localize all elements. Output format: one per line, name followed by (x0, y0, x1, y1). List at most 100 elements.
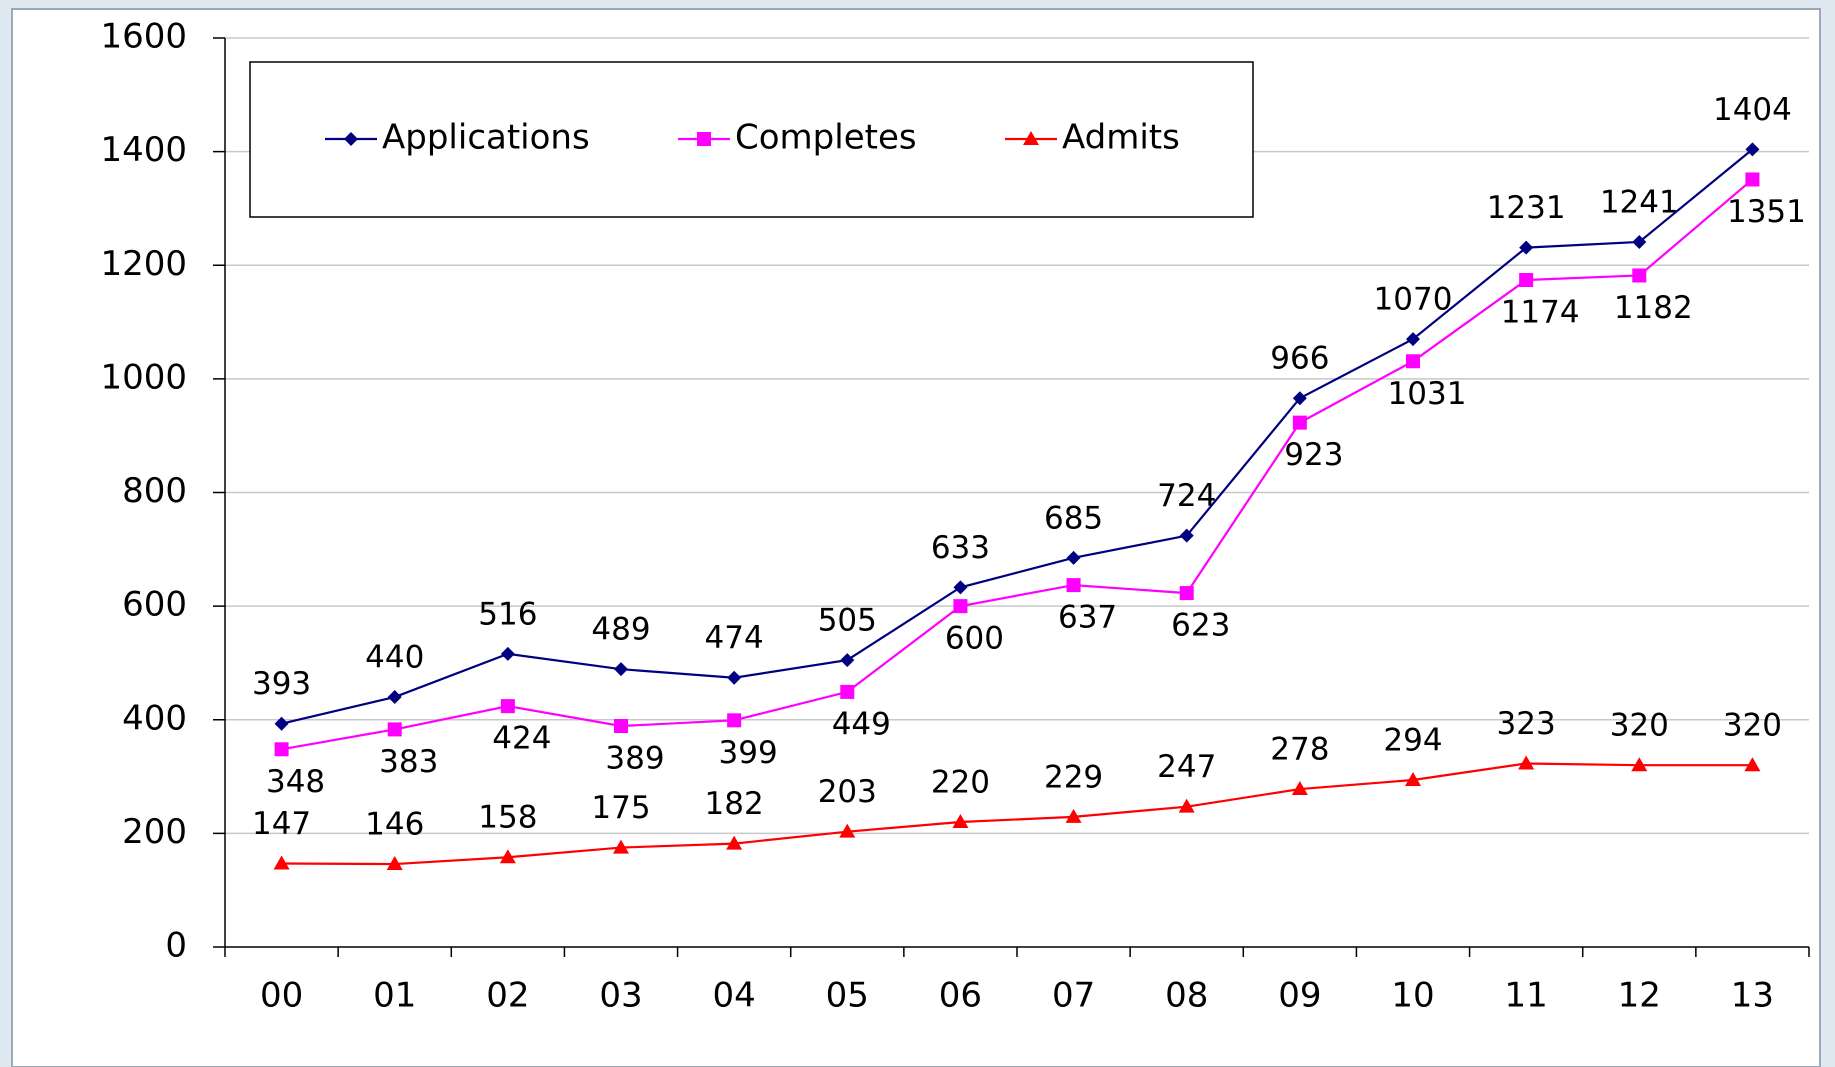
x-tick-label: 12 (1618, 976, 1661, 1016)
data-label: 182 (705, 786, 764, 822)
data-label: 1404 (1713, 92, 1792, 128)
x-tick-label: 08 (1165, 976, 1208, 1016)
y-tick-label: 800 (122, 471, 187, 511)
data-point (387, 690, 402, 705)
x-tick-label: 06 (939, 976, 982, 1016)
series-line (281, 762, 1753, 866)
data-label: 966 (1270, 341, 1329, 377)
y-tick-label: 200 (122, 812, 187, 852)
data-label: 323 (1497, 706, 1556, 742)
data-point (1406, 332, 1420, 347)
data-label: 505 (818, 603, 877, 639)
y-tick-label: 400 (122, 698, 187, 738)
data-point (386, 856, 403, 871)
data-point (1066, 578, 1081, 593)
legend-marker (1023, 131, 1039, 145)
data-point (727, 713, 742, 728)
data-label: 146 (365, 807, 424, 843)
data-point (273, 855, 290, 870)
x-tick-label: 00 (260, 976, 303, 1016)
data-label: 1241 (1600, 184, 1679, 220)
data-point (1745, 142, 1760, 157)
x-tick-label: 09 (1278, 976, 1321, 1016)
data-label: 229 (1044, 759, 1103, 795)
x-tick-label: 07 (1052, 976, 1095, 1016)
data-point (1518, 755, 1535, 770)
data-label: 320 (1610, 708, 1669, 744)
legend-box (249, 61, 1254, 218)
y-tick-label: 600 (122, 585, 187, 625)
legend-marker (697, 132, 711, 146)
data-label: 923 (1284, 437, 1343, 473)
data-label: 440 (365, 640, 424, 676)
x-tick-label: 13 (1731, 976, 1774, 1016)
data-label: 158 (478, 800, 537, 836)
data-label: 348 (266, 764, 325, 800)
data-label: 383 (379, 744, 438, 780)
data-point (1632, 268, 1647, 283)
data-label: 623 (1171, 608, 1230, 644)
data-label: 203 (818, 774, 877, 810)
data-label: 600 (945, 621, 1004, 657)
data-point (499, 849, 516, 864)
data-label: 1351 (1727, 194, 1806, 230)
data-point (727, 670, 742, 685)
data-label: 175 (591, 790, 650, 826)
data-point (274, 742, 289, 757)
x-tick-label: 11 (1505, 976, 1548, 1016)
data-label: 247 (1157, 749, 1216, 785)
legend-marker (344, 132, 358, 146)
data-label: 1231 (1487, 190, 1566, 226)
data-point (500, 646, 515, 661)
data-label: 1031 (1388, 376, 1467, 412)
data-point (1406, 354, 1420, 369)
data-point (500, 699, 515, 714)
data-label: 294 (1383, 722, 1442, 758)
data-point (1519, 240, 1534, 255)
data-label: 278 (1270, 732, 1329, 768)
data-point (1179, 586, 1194, 601)
data-label: 637 (1058, 600, 1117, 636)
data-label: 516 (478, 596, 537, 632)
data-label: 389 (605, 740, 664, 776)
data-point (1291, 781, 1308, 796)
y-tick-label: 0 (165, 926, 187, 966)
data-point (953, 580, 968, 595)
data-point (1631, 757, 1648, 772)
data-label: 393 (252, 666, 311, 702)
legend-label: Completes (735, 118, 917, 158)
data-point (952, 814, 969, 829)
data-point (1745, 172, 1760, 187)
data-point (840, 684, 855, 699)
data-point (1292, 415, 1307, 430)
data-point (1292, 391, 1307, 406)
data-label: 320 (1723, 708, 1782, 744)
y-tick-label: 1400 (100, 130, 187, 170)
data-point (1519, 273, 1534, 288)
legend-label: Admits (1062, 118, 1180, 158)
x-tick-label: 01 (373, 976, 416, 1016)
data-label: 449 (832, 706, 891, 742)
data-point (1744, 757, 1761, 772)
series-line (281, 178, 1754, 751)
data-point (1405, 771, 1421, 786)
x-tick-label: 04 (713, 976, 756, 1016)
data-label: 424 (492, 721, 551, 757)
data-label: 147 (252, 806, 311, 842)
y-tick-label: 1600 (100, 17, 187, 57)
data-point (1178, 798, 1195, 813)
data-point (387, 722, 402, 737)
series-line (281, 148, 1754, 725)
data-label: 474 (705, 620, 764, 656)
y-tick-label: 1000 (100, 357, 187, 397)
data-label: 399 (719, 735, 778, 771)
y-tick-label: 1200 (100, 244, 187, 284)
data-label: 724 (1157, 478, 1216, 514)
x-tick-label: 10 (1391, 976, 1434, 1016)
data-point (274, 716, 289, 731)
data-label: 1182 (1614, 290, 1693, 326)
legend-label: Applications (382, 118, 590, 158)
data-point (1065, 808, 1082, 823)
data-label: 220 (931, 765, 990, 801)
data-point (953, 599, 968, 614)
